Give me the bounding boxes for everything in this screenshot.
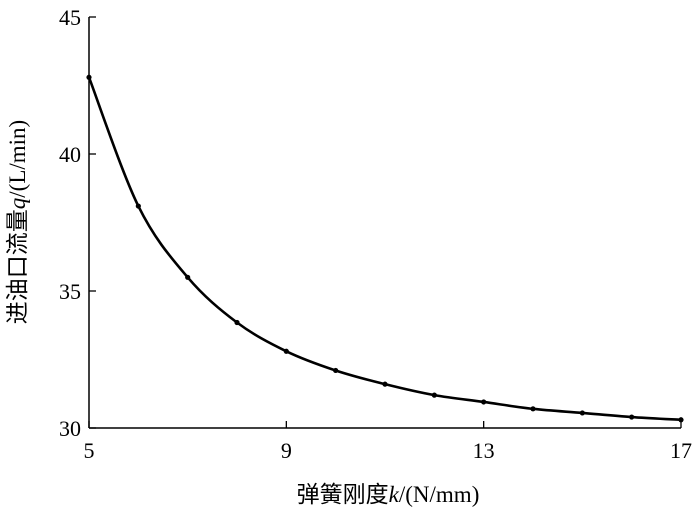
data-point [283,348,289,354]
data-point [135,203,141,209]
y-tick-label: 45 [59,5,81,30]
data-point [530,406,536,412]
series-layer [86,74,684,423]
data-point [333,367,339,374]
series-line [87,76,682,422]
data-point [185,274,191,280]
x-tick-label: 9 [281,438,292,463]
y-tick-label: 35 [59,279,81,304]
x-tick-label: 5 [84,438,95,463]
data-point [382,381,388,387]
y-tick-label: 40 [59,142,81,167]
x-axis-label: 弹簧刚度k/(N/mm) [297,482,480,507]
data-point [579,410,585,416]
data-point [678,417,684,423]
data-point [86,74,92,80]
x-tick-label: 17 [670,438,692,463]
x-tick-label: 13 [473,438,495,463]
y-axis-label: 进油口流量q/(L/min) [5,120,30,324]
data-point [629,414,635,420]
data-point [431,392,437,398]
axes: 5 9 13 17 30 35 40 45 [59,5,692,463]
data-point [481,399,487,405]
labels: 弹簧刚度k/(N/mm) 进油口流量q/(L/min) [5,120,479,507]
data-point [234,319,240,326]
y-tick-label: 30 [59,416,81,441]
